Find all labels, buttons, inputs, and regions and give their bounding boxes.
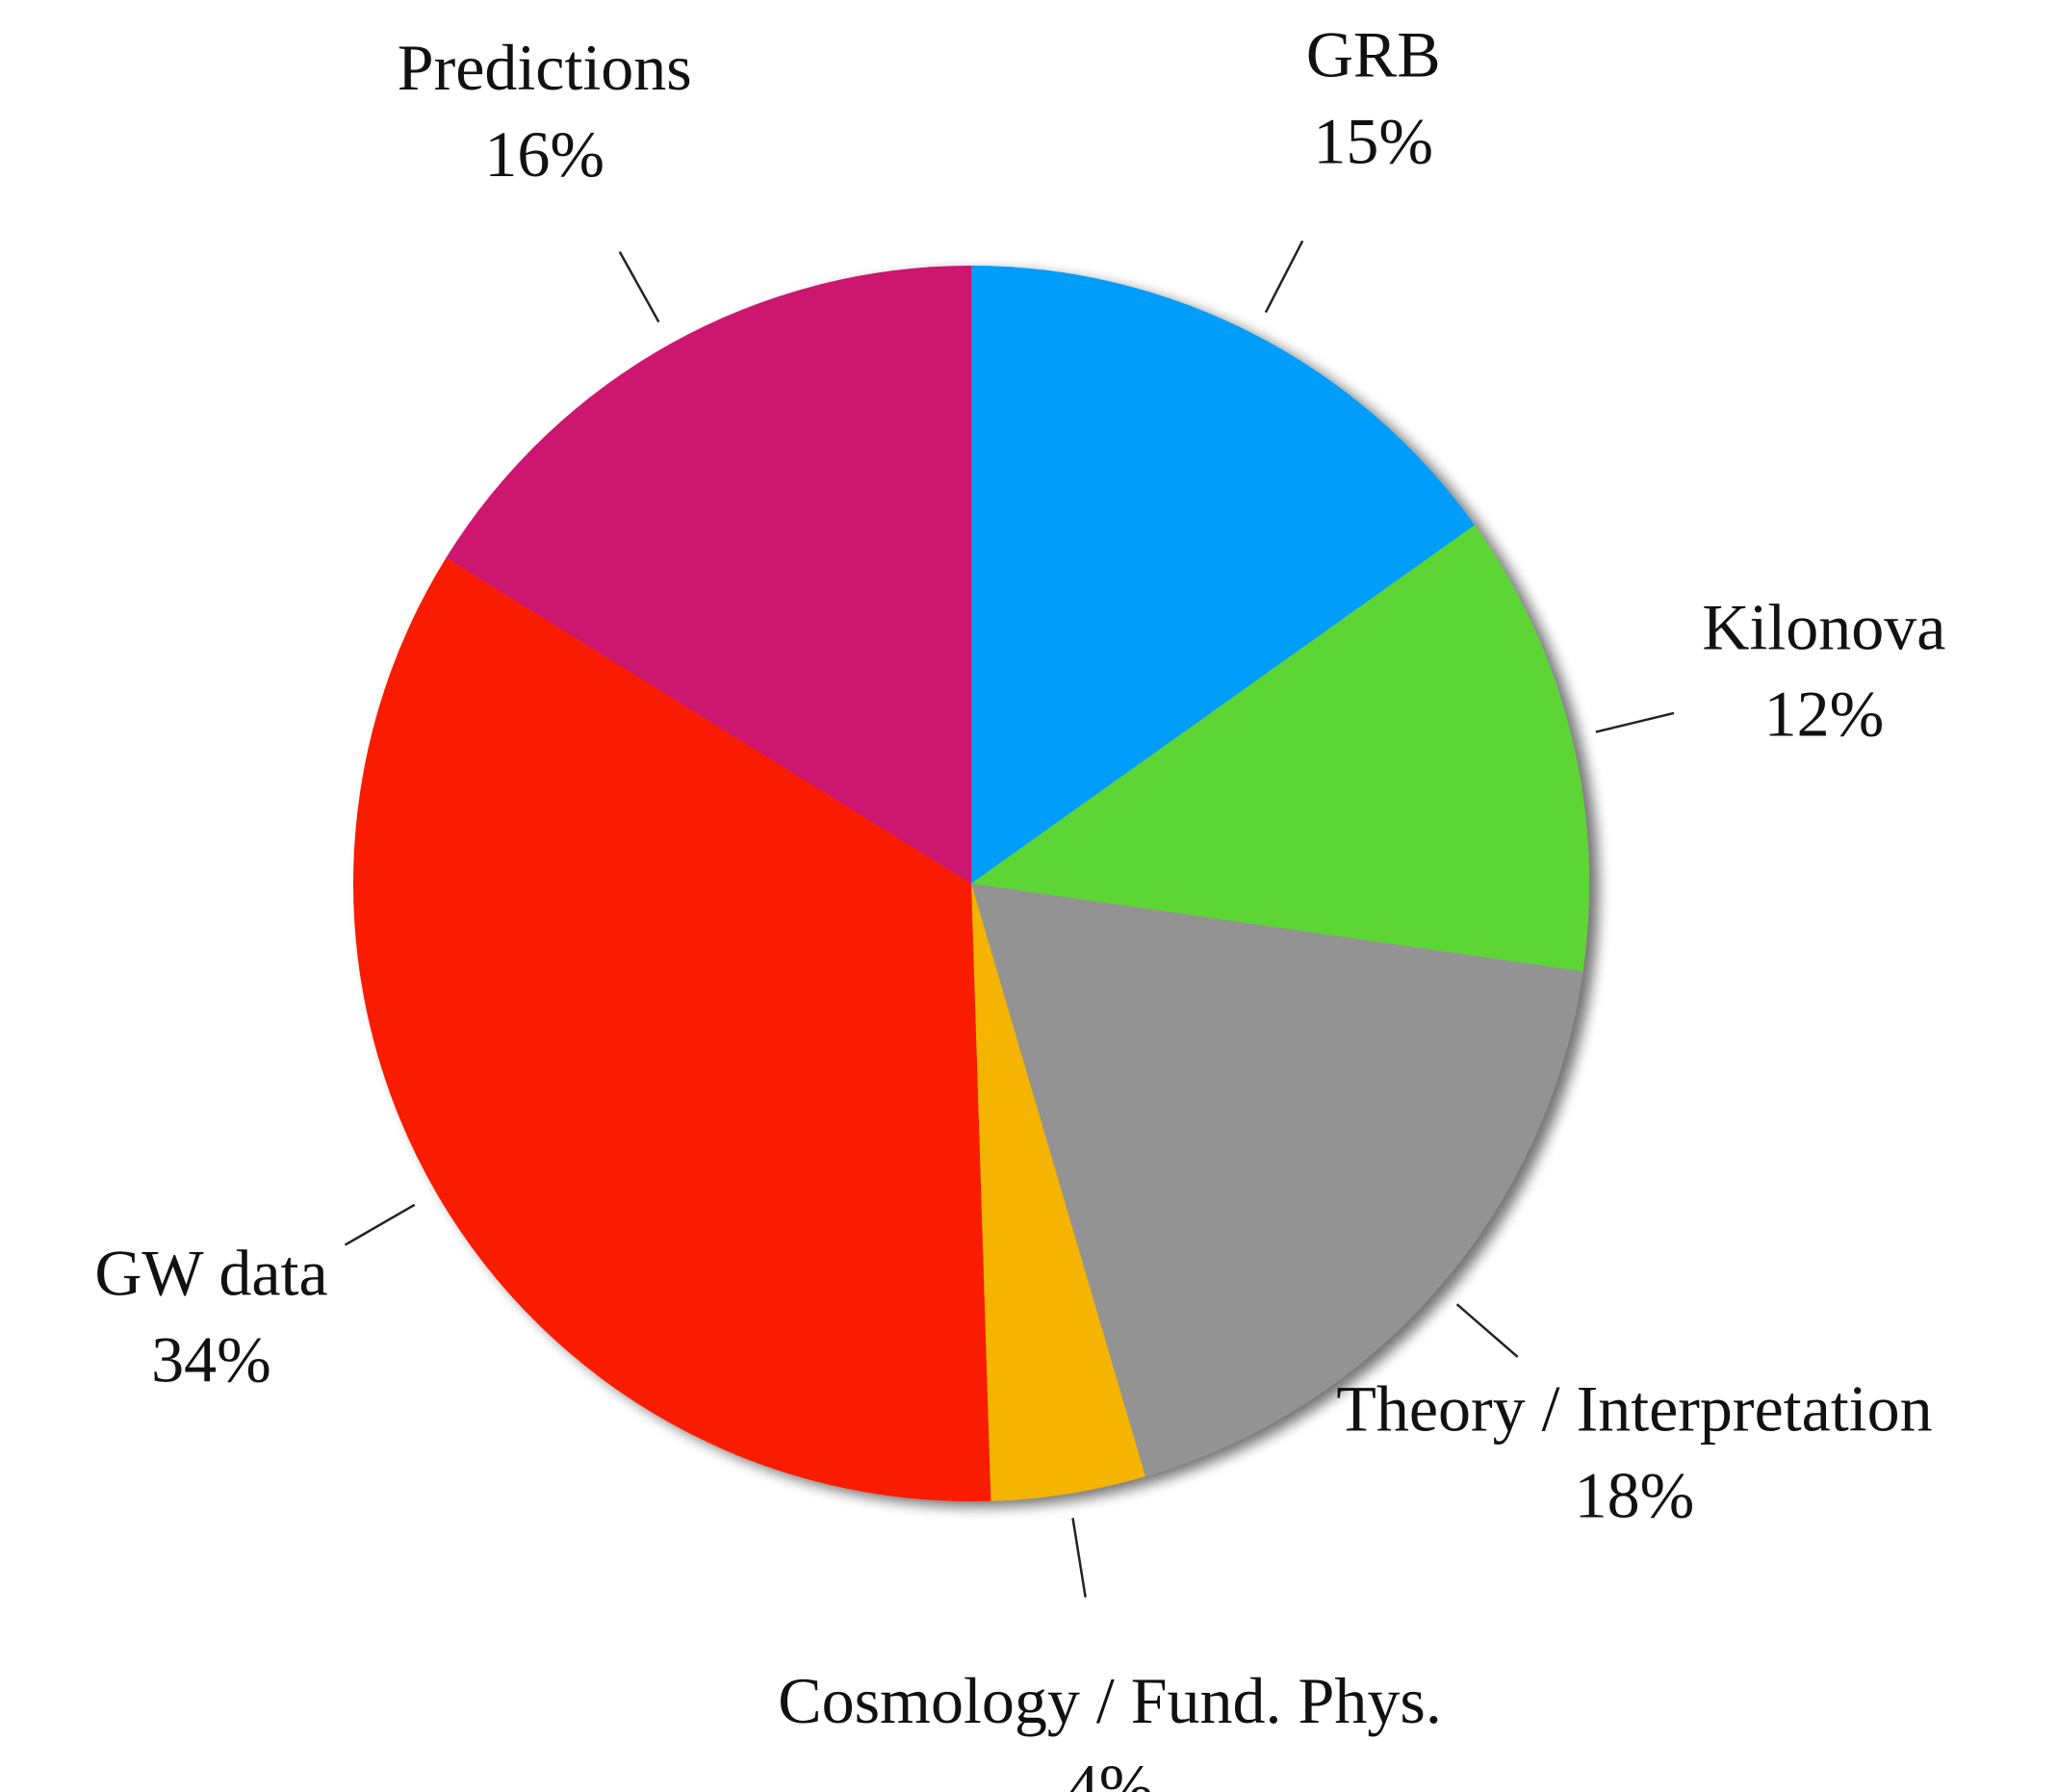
leader-line [1264,240,1304,314]
slice-label: Kilonova [1702,591,1945,664]
pie-slice [971,525,1589,972]
leader-line [618,251,660,323]
leader-line [1595,711,1675,733]
pie-slice [446,266,971,883]
pie-slice [971,883,1583,1476]
leader-line [344,1203,416,1246]
leader-line [1071,1518,1087,1598]
pie-slice [971,266,1475,883]
slice-value-label: 16% [484,117,604,191]
slice-value-label: 15% [1313,104,1433,177]
leader-line [1455,1303,1519,1358]
pie [353,266,1589,1501]
pie-slice [353,557,991,1501]
slice-label: Predictions [398,31,692,104]
slice-label: GW data [94,1236,327,1309]
slice-label: GRB [1306,17,1441,90]
slice-value-label: 34% [151,1322,271,1395]
slice-label: Theory / Interpretation [1336,1372,1932,1446]
slice-value-label: 12% [1764,678,1885,751]
slice-value-label: 18% [1575,1459,1695,1532]
pie-slice [971,883,1145,1501]
slice-value-label: 4% [1067,1751,1154,1792]
slice-label: Cosmology / Fund. Phys. [778,1664,1442,1737]
